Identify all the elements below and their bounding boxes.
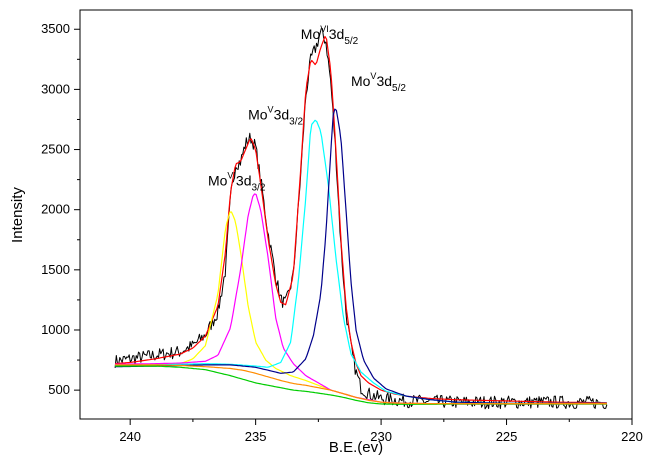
y-axis-title: Intensity [9, 187, 26, 243]
series-line-1 [115, 35, 607, 404]
y-tick-label: 1000 [41, 322, 70, 337]
series-line-5 [115, 108, 607, 404]
axis-ticks: 240 235 230 225 220 500 1000 1500 2000 2500 3000 35… [41, 21, 643, 444]
peak-label-2: MoVI3d5/2 [301, 24, 359, 47]
series-line-7 [115, 364, 607, 405]
peak-label-3: MoV3d5/2 [351, 71, 406, 94]
annotations-group: MoVI3d3/2 MoV3d3/2 MoVI3d5/2 MoV3d5/2 [208, 24, 406, 194]
plot-frame [79, 9, 633, 420]
y-tick-label: 3000 [41, 81, 70, 96]
x-tick-label: 225 [496, 429, 518, 444]
x-tick-label: 220 [621, 429, 643, 444]
y-tick-label: 2500 [41, 142, 70, 157]
y-tick-label: 1500 [41, 262, 70, 277]
x-axis-title: B.E.(ev) [329, 439, 383, 456]
x-tick-label: 230 [370, 429, 392, 444]
series-group [114, 28, 608, 410]
y-tick-label: 2000 [41, 202, 70, 217]
peak-label-1: MoV3d3/2 [248, 104, 303, 127]
y-tick-label: 500 [48, 382, 70, 397]
x-tick-label: 235 [245, 429, 267, 444]
series-line-0 [114, 28, 608, 410]
x-tick-label: 240 [119, 429, 141, 444]
y-tick-label: 3500 [41, 21, 70, 36]
peak-label-0: MoVI3d3/2 [208, 171, 266, 194]
